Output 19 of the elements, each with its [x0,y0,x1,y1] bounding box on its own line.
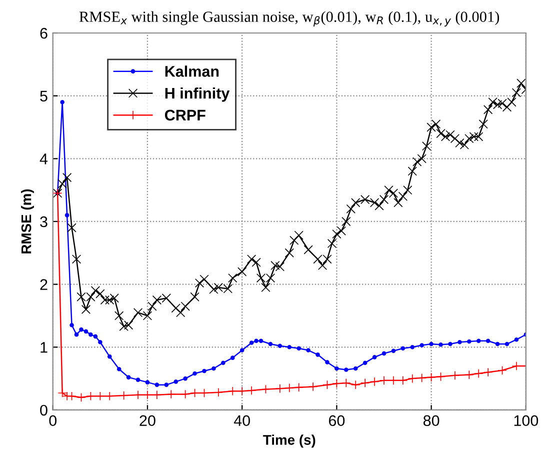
y-tick-label: 0 [40,404,48,416]
legend-label: H infinity [165,87,230,102]
x-tick-label: 60 [328,415,345,426]
x-tick-label: 40 [234,415,250,426]
x-tick-label: 20 [140,415,156,426]
y-tick-label: 1 [40,342,48,353]
legend-label: CRPF [164,110,206,121]
y-tick-label: 2 [40,279,48,290]
x-tick-label: 0 [49,415,57,426]
x-axis-title: Time (s) [263,434,316,448]
y-tick-label: 5 [40,90,48,102]
y-tick-label: 6 [40,28,48,39]
chart-title: RMSE$_{x}$ with single Gaussian noise, w$_{β}$(0.01), w$_{R}$ (0.1), u$_{x,y}$ (0.001) [79,11,500,27]
x-tick-label: 80 [423,415,440,426]
x-tick-label: 100 [514,415,538,426]
y-tick-label: 4 [40,154,48,164]
y-tick-label: 3 [40,216,48,228]
y-axis-title: RMSE (m) [21,189,34,254]
legend-label: Kalman [165,66,219,77]
